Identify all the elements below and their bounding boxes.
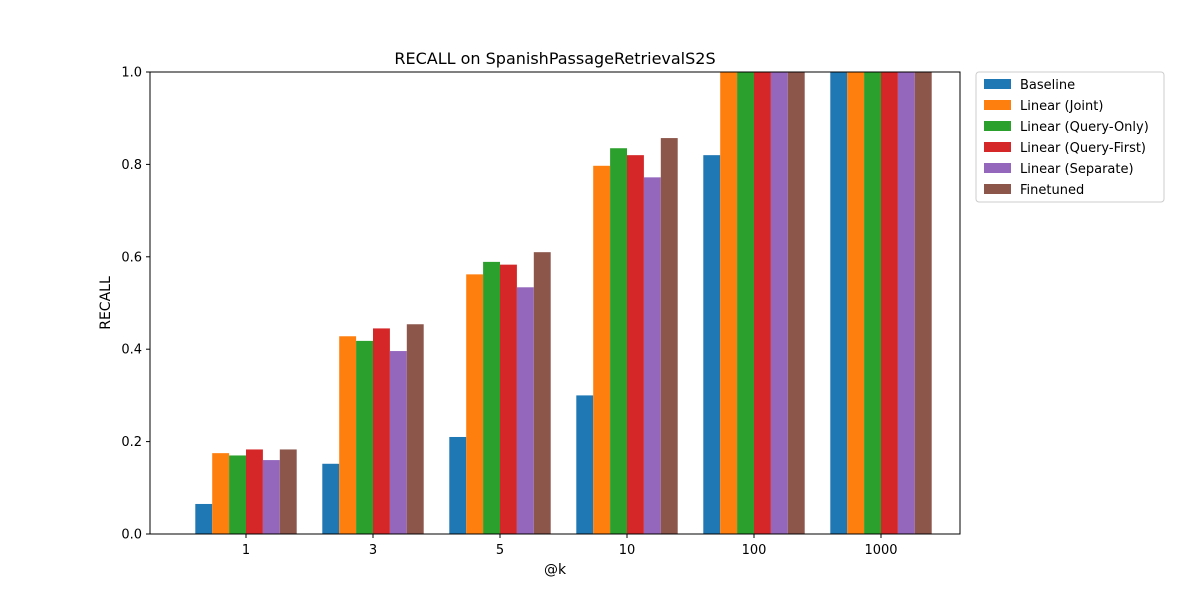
bar-linear-joint-k5 — [466, 274, 484, 534]
x-tick-label: 10 — [619, 543, 636, 558]
bar-linear-joint-k3 — [339, 336, 357, 534]
bar-finetuned-k10 — [660, 138, 678, 534]
bar-linear-joint-k100 — [720, 72, 738, 534]
bar-baseline-k3 — [322, 463, 340, 534]
bar-linear-separate-k10 — [643, 177, 661, 534]
bar-baseline-k100 — [703, 155, 721, 534]
chart-title: RECALL on SpanishPassageRetrievalS2S — [394, 49, 715, 68]
bar-linear-joint-k1 — [212, 453, 230, 534]
legend-box — [975, 71, 1165, 203]
y-tick-label: 0.0 — [121, 528, 142, 543]
bar-linear-query-first-k3 — [373, 328, 390, 534]
y-tick-label: 1.0 — [121, 66, 142, 81]
y-tick-label: 0.6 — [121, 250, 142, 265]
legend-label: Linear (Separate) — [1020, 162, 1134, 177]
bar-linear-separate-k1 — [262, 460, 280, 534]
legend-swatch — [984, 163, 1011, 173]
bar-finetuned-k100 — [787, 72, 805, 534]
legend-label: Finetuned — [1020, 183, 1084, 198]
bar-linear-query-first-k1 — [246, 449, 263, 534]
y-axis-label: RECALL — [98, 276, 114, 330]
bar-linear-query-first-k100 — [754, 72, 771, 534]
bar-linear-query-only-k3 — [356, 340, 373, 534]
bars-group — [195, 72, 932, 535]
bar-linear-query-first-k5 — [500, 264, 517, 534]
bar-linear-separate-k3 — [389, 351, 407, 534]
legend-swatch — [984, 121, 1011, 131]
x-tick-label: 3 — [369, 543, 377, 558]
bar-linear-query-first-k1000 — [881, 72, 898, 534]
x-tick-label: 1 — [242, 543, 250, 558]
bar-finetuned-k1 — [279, 449, 297, 534]
x-tick-label: 1000 — [864, 543, 897, 558]
bar-linear-separate-k1000 — [897, 72, 915, 534]
bar-linear-separate-k5 — [516, 287, 534, 534]
legend-label: Linear (Query-First) — [1020, 141, 1146, 156]
legend-swatch — [984, 142, 1011, 152]
plot-frame — [149, 71, 961, 535]
legend-label: Linear (Query-Only) — [1020, 120, 1149, 135]
bar-baseline-k1 — [195, 503, 213, 534]
bar-finetuned-k3 — [406, 324, 424, 534]
legend-label: Baseline — [1020, 78, 1075, 93]
bar-linear-query-only-k10 — [610, 148, 627, 535]
bar-baseline-k1000 — [830, 72, 848, 534]
legend-swatch — [984, 79, 1011, 89]
bar-linear-joint-k10 — [593, 165, 611, 535]
bar-linear-joint-k1000 — [847, 72, 865, 534]
bar-linear-separate-k100 — [770, 72, 788, 534]
bar-linear-query-only-k1000 — [864, 72, 881, 534]
bar-baseline-k5 — [449, 436, 467, 534]
y-tick-label: 0.8 — [121, 158, 142, 173]
bar-finetuned-k5 — [533, 252, 551, 534]
bar-linear-query-first-k10 — [627, 155, 644, 534]
legend-label: Linear (Joint) — [1020, 99, 1103, 114]
bar-linear-query-only-k100 — [737, 72, 754, 534]
x-axis-label: @k — [544, 562, 567, 578]
bar-baseline-k10 — [576, 395, 594, 534]
x-tick-label: 100 — [742, 543, 767, 558]
x-tick-label: 5 — [496, 543, 504, 558]
legend: Baseline Linear (Joint) Linear (Query-Only… — [975, 71, 1165, 203]
y-tick-label: 0.4 — [121, 343, 142, 358]
y-axis-ticks: 0.0 0.2 0.4 0.6 0.8 1.0 — [121, 66, 150, 543]
bar-linear-query-only-k1 — [229, 455, 246, 534]
bar-linear-query-only-k5 — [483, 261, 500, 534]
legend-swatch — [984, 184, 1011, 194]
x-axis-ticks: 1 3 5 10 100 1000 — [242, 534, 898, 558]
bar-finetuned-k1000 — [914, 72, 932, 534]
y-tick-label: 0.2 — [121, 435, 142, 450]
legend-swatch — [984, 100, 1011, 110]
